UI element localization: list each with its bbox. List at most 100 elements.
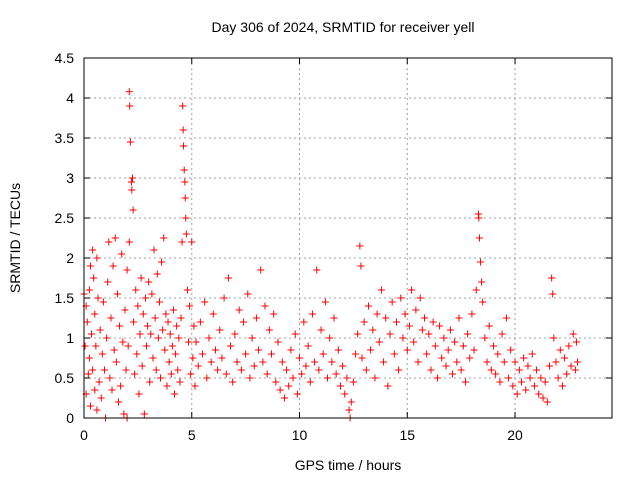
- data-point: [246, 374, 254, 382]
- data-point: [330, 314, 338, 322]
- data-point: [199, 350, 207, 358]
- data-point: [220, 294, 228, 302]
- data-point: [185, 338, 193, 346]
- data-point: [548, 274, 556, 282]
- data-point: [369, 326, 377, 334]
- data-point: [319, 350, 327, 358]
- data-point: [159, 326, 167, 334]
- data-point: [481, 334, 489, 342]
- data-point: [121, 306, 129, 314]
- data-point: [416, 294, 424, 302]
- data-point: [144, 322, 152, 330]
- data-point: [298, 370, 306, 378]
- data-point: [174, 366, 182, 374]
- data-point: [167, 370, 175, 378]
- x-axis-label: GPS time / hours: [295, 457, 402, 473]
- data-point: [543, 398, 551, 406]
- data-point: [270, 310, 278, 318]
- data-point: [182, 230, 190, 238]
- data-point: [88, 330, 96, 338]
- data-point: [203, 374, 211, 382]
- data-point: [110, 346, 118, 354]
- data-point: [114, 398, 122, 406]
- data-point: [136, 330, 144, 338]
- data-point: [137, 274, 145, 282]
- data-point: [349, 378, 357, 386]
- data-point: [453, 358, 461, 366]
- data-point: [122, 366, 130, 374]
- data-point: [181, 194, 189, 202]
- data-point: [112, 358, 120, 366]
- data-point: [449, 370, 457, 378]
- data-point: [94, 294, 102, 302]
- plot-frame: [83, 57, 613, 419]
- data-point: [390, 350, 398, 358]
- data-point: [252, 314, 260, 322]
- data-point: [179, 102, 187, 110]
- data-point: [158, 258, 166, 266]
- data-point: [128, 186, 136, 194]
- data-point: [539, 394, 547, 402]
- data-point: [546, 362, 554, 370]
- data-point: [373, 310, 381, 318]
- data-point: [520, 354, 528, 362]
- data-point: [513, 390, 521, 398]
- data-point: [141, 294, 149, 302]
- data-point: [347, 398, 355, 406]
- data-point: [191, 382, 199, 390]
- y-axis-label: SRMTID / TECUs: [7, 183, 23, 293]
- data-point: [107, 314, 115, 322]
- data-point: [401, 310, 409, 318]
- data-point: [120, 410, 128, 418]
- data-point: [517, 378, 525, 386]
- data-point: [173, 322, 181, 330]
- data-point: [84, 370, 92, 378]
- data-point: [86, 402, 94, 410]
- data-point: [81, 342, 89, 350]
- data-point: [126, 102, 134, 110]
- y-tick-label: 2: [66, 250, 74, 266]
- data-point: [108, 386, 116, 394]
- data-point: [412, 306, 420, 314]
- data-point: [496, 378, 504, 386]
- data-point: [549, 290, 557, 298]
- data-point: [571, 366, 579, 374]
- x-tick-label: 15: [399, 427, 415, 443]
- data-point: [130, 318, 138, 326]
- data-point: [498, 330, 506, 338]
- data-point: [306, 378, 314, 386]
- data-point: [111, 234, 119, 242]
- data-point: [227, 342, 235, 350]
- data-point: [145, 278, 153, 286]
- data-point: [117, 382, 125, 390]
- data-point: [99, 298, 107, 306]
- data-point: [440, 334, 448, 342]
- data-point: [83, 318, 91, 326]
- data-point: [356, 242, 364, 250]
- data-point: [248, 334, 256, 342]
- x-tick-label: 0: [80, 427, 88, 443]
- data-point: [334, 346, 342, 354]
- data-point: [550, 334, 558, 342]
- y-tick-label: 2.5: [55, 210, 75, 226]
- data-point: [127, 178, 135, 186]
- data-point: [96, 326, 104, 334]
- data-point: [386, 330, 394, 338]
- data-point: [343, 374, 351, 382]
- data-point: [408, 286, 416, 294]
- data-point: [494, 350, 502, 358]
- data-point: [509, 382, 517, 390]
- data-point: [477, 258, 485, 266]
- data-point: [244, 290, 252, 298]
- data-point: [371, 374, 379, 382]
- data-point: [140, 410, 148, 418]
- data-point: [175, 334, 183, 342]
- data-point: [126, 138, 134, 146]
- data-point: [403, 346, 411, 354]
- data-point: [569, 330, 577, 338]
- data-point: [168, 342, 176, 350]
- data-point: [207, 358, 215, 366]
- data-point: [147, 330, 155, 338]
- data-point: [289, 374, 297, 382]
- data-point: [558, 382, 566, 390]
